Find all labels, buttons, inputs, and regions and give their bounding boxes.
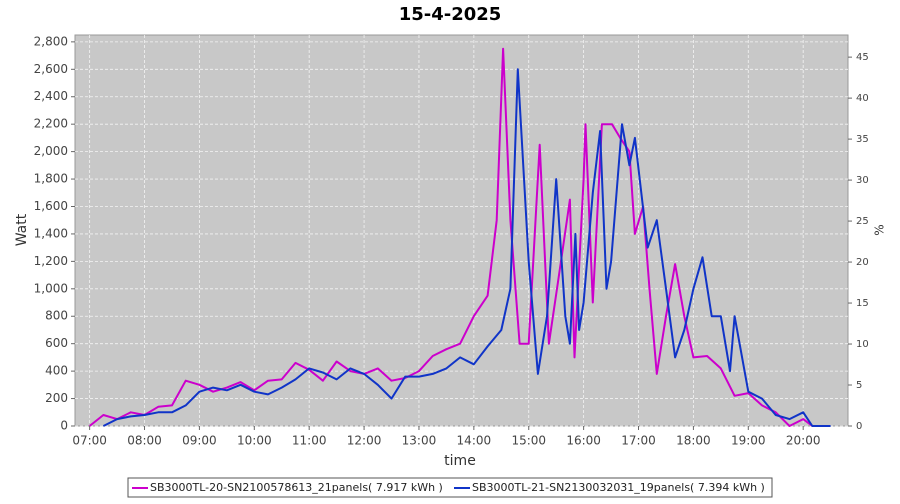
y-tick-label: 1,600 — [34, 199, 68, 213]
x-tick-label: 12:00 — [347, 434, 382, 448]
y-tick-label: 2,800 — [34, 34, 68, 48]
y2-tick-label: 5 — [856, 380, 862, 391]
y2-tick-label: 40 — [856, 93, 869, 104]
x-tick-label: 16:00 — [566, 434, 601, 448]
y-tick-label: 400 — [45, 364, 68, 378]
y-tick-label: 600 — [45, 336, 68, 350]
y-tick-label: 2,200 — [34, 117, 68, 131]
y-tick-label: 1,200 — [34, 254, 68, 268]
x-tick-label: 14:00 — [457, 434, 492, 448]
x-tick-label: 10:00 — [237, 434, 272, 448]
series-line — [88, 47, 813, 427]
series-line — [102, 68, 831, 427]
x-tick-label: 17:00 — [621, 434, 656, 448]
y2-tick-label: 10 — [856, 339, 869, 350]
y-tick-label: 0 — [60, 419, 68, 433]
x-tick-label: 19:00 — [731, 434, 766, 448]
y2-tick-label: 25 — [856, 216, 869, 227]
y-tick-label: 1,800 — [34, 172, 68, 186]
y-tick-label: 800 — [45, 309, 68, 323]
x-tick-label: 09:00 — [182, 434, 217, 448]
y-tick-label: 2,000 — [34, 144, 68, 158]
y2-tick-label: 20 — [856, 257, 869, 268]
x-tick-label: 20:00 — [786, 434, 821, 448]
y2-tick-label: 0 — [856, 421, 862, 432]
x-tick-label: 11:00 — [292, 434, 327, 448]
y-tick-label: 2,600 — [34, 62, 68, 76]
plot-area — [74, 34, 849, 427]
legend-label: SB3000TL-21-SN2130032031_19panels( 7.394… — [472, 481, 765, 494]
y2-axis-label: % — [873, 224, 887, 235]
y-tick-label: 200 — [45, 391, 68, 405]
legend-label: SB3000TL-20-SN2100578613_21panels( 7.917… — [150, 481, 443, 494]
x-tick-label: 07:00 — [72, 434, 107, 448]
y2-tick-label: 45 — [856, 52, 869, 63]
legend — [127, 477, 773, 498]
x-tick-label: 15:00 — [511, 434, 546, 448]
y2-tick-label: 35 — [856, 134, 869, 145]
x-tick-label: 13:00 — [402, 434, 437, 448]
y-tick-label: 1,400 — [34, 226, 68, 240]
y-axis-label: Watt — [14, 213, 30, 246]
chart-title: 15-4-2025 — [399, 4, 502, 25]
x-tick-label: 08:00 — [127, 434, 162, 448]
x-tick-label: 18:00 — [676, 434, 711, 448]
y-tick-label: 1,000 — [34, 281, 68, 295]
y2-tick-label: 15 — [856, 298, 869, 309]
x-axis-label: time — [444, 453, 476, 469]
y2-tick-label: 30 — [856, 175, 869, 186]
y-tick-label: 2,400 — [34, 89, 68, 103]
